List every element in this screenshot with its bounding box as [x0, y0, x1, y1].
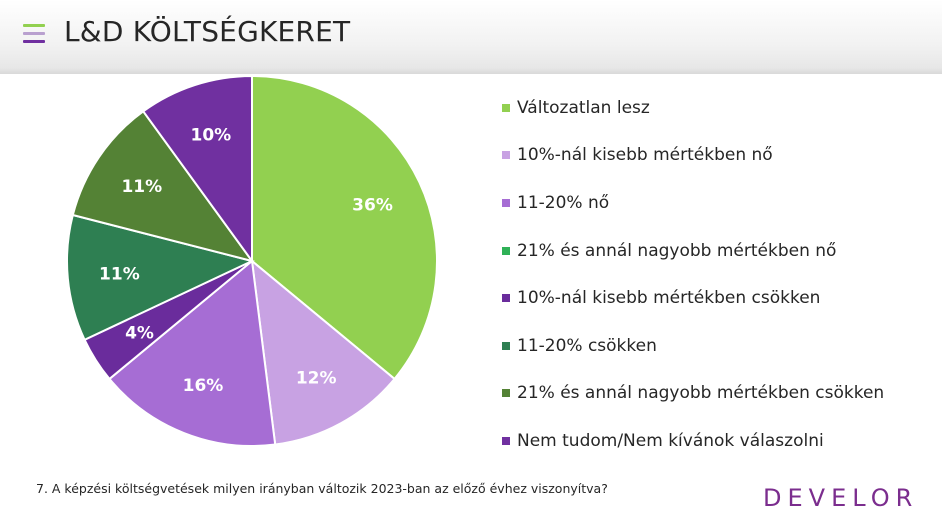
- legend-item: 11-20% csökken: [502, 322, 932, 370]
- legend-item: Változatlan lesz: [502, 84, 932, 132]
- pie-data-label: 36%: [352, 195, 393, 215]
- pie-slice: [71, 109, 255, 263]
- menu-icon[interactable]: [23, 24, 45, 44]
- legend-label: 21% és annál nagyobb mértékben nő: [517, 240, 837, 261]
- menu-icon-line-middle: [23, 32, 45, 35]
- legend-item: 11-20% nő: [502, 179, 932, 227]
- pie-slice: [108, 259, 277, 447]
- legend-swatch: [502, 294, 510, 303]
- legend-swatch: [502, 246, 510, 255]
- legend-swatch: [502, 103, 510, 112]
- pie-slice: [250, 258, 396, 446]
- legend-item: 21% és annál nagyobb mértékben csökken: [502, 370, 932, 418]
- legend-label: Nem tudom/Nem kívánok válaszolni: [517, 430, 824, 451]
- legend-swatch: [502, 436, 510, 445]
- pie-data-label: 16%: [183, 376, 224, 396]
- legend-label: 11-20% nő: [517, 192, 610, 213]
- legend-label: 10%-nál kisebb mértékben csökken: [517, 288, 821, 309]
- legend-label: 11-20% csökken: [517, 335, 657, 356]
- pie-slice: [66, 213, 255, 342]
- chart-legend: Változatlan lesz 10%-nál kisebb mértékben…: [502, 84, 932, 465]
- develor-logo: DEVELOR: [763, 484, 919, 512]
- pie-slice: [251, 74, 438, 381]
- legend-swatch: [502, 341, 510, 350]
- pie-data-label: 11%: [121, 177, 162, 197]
- legend-item: 21% és annál nagyobb mértékben nő: [502, 227, 932, 275]
- pie-data-label: 12%: [296, 369, 337, 389]
- menu-icon-line-top: [23, 24, 45, 27]
- pie-data-label: 10%: [190, 125, 231, 145]
- page-title: L&D KÖLTSÉGKERET: [64, 15, 351, 48]
- legend-label: 10%-nál kisebb mértékben nő: [517, 145, 773, 166]
- survey-question-footnote: 7. A képzési költségvetések milyen irány…: [36, 481, 608, 496]
- pie-data-label: 11%: [99, 265, 140, 285]
- pie-slice: [141, 74, 253, 265]
- pie-data-label: 4%: [125, 323, 154, 343]
- legend-item: Nem tudom/Nem kívánok válaszolni: [502, 417, 932, 465]
- legend-swatch: [502, 198, 510, 207]
- legend-swatch: [502, 151, 510, 160]
- legend-label: 21% és annál nagyobb mértékben csökken: [517, 383, 885, 404]
- legend-swatch: [502, 389, 510, 398]
- legend-label: Változatlan lesz: [517, 97, 650, 118]
- legend-item: 10%-nál kisebb mértékben nő: [502, 132, 932, 180]
- menu-icon-line-bottom: [23, 40, 45, 43]
- legend-item: 10%-nál kisebb mértékben csökken: [502, 274, 932, 322]
- header-band: [0, 0, 942, 74]
